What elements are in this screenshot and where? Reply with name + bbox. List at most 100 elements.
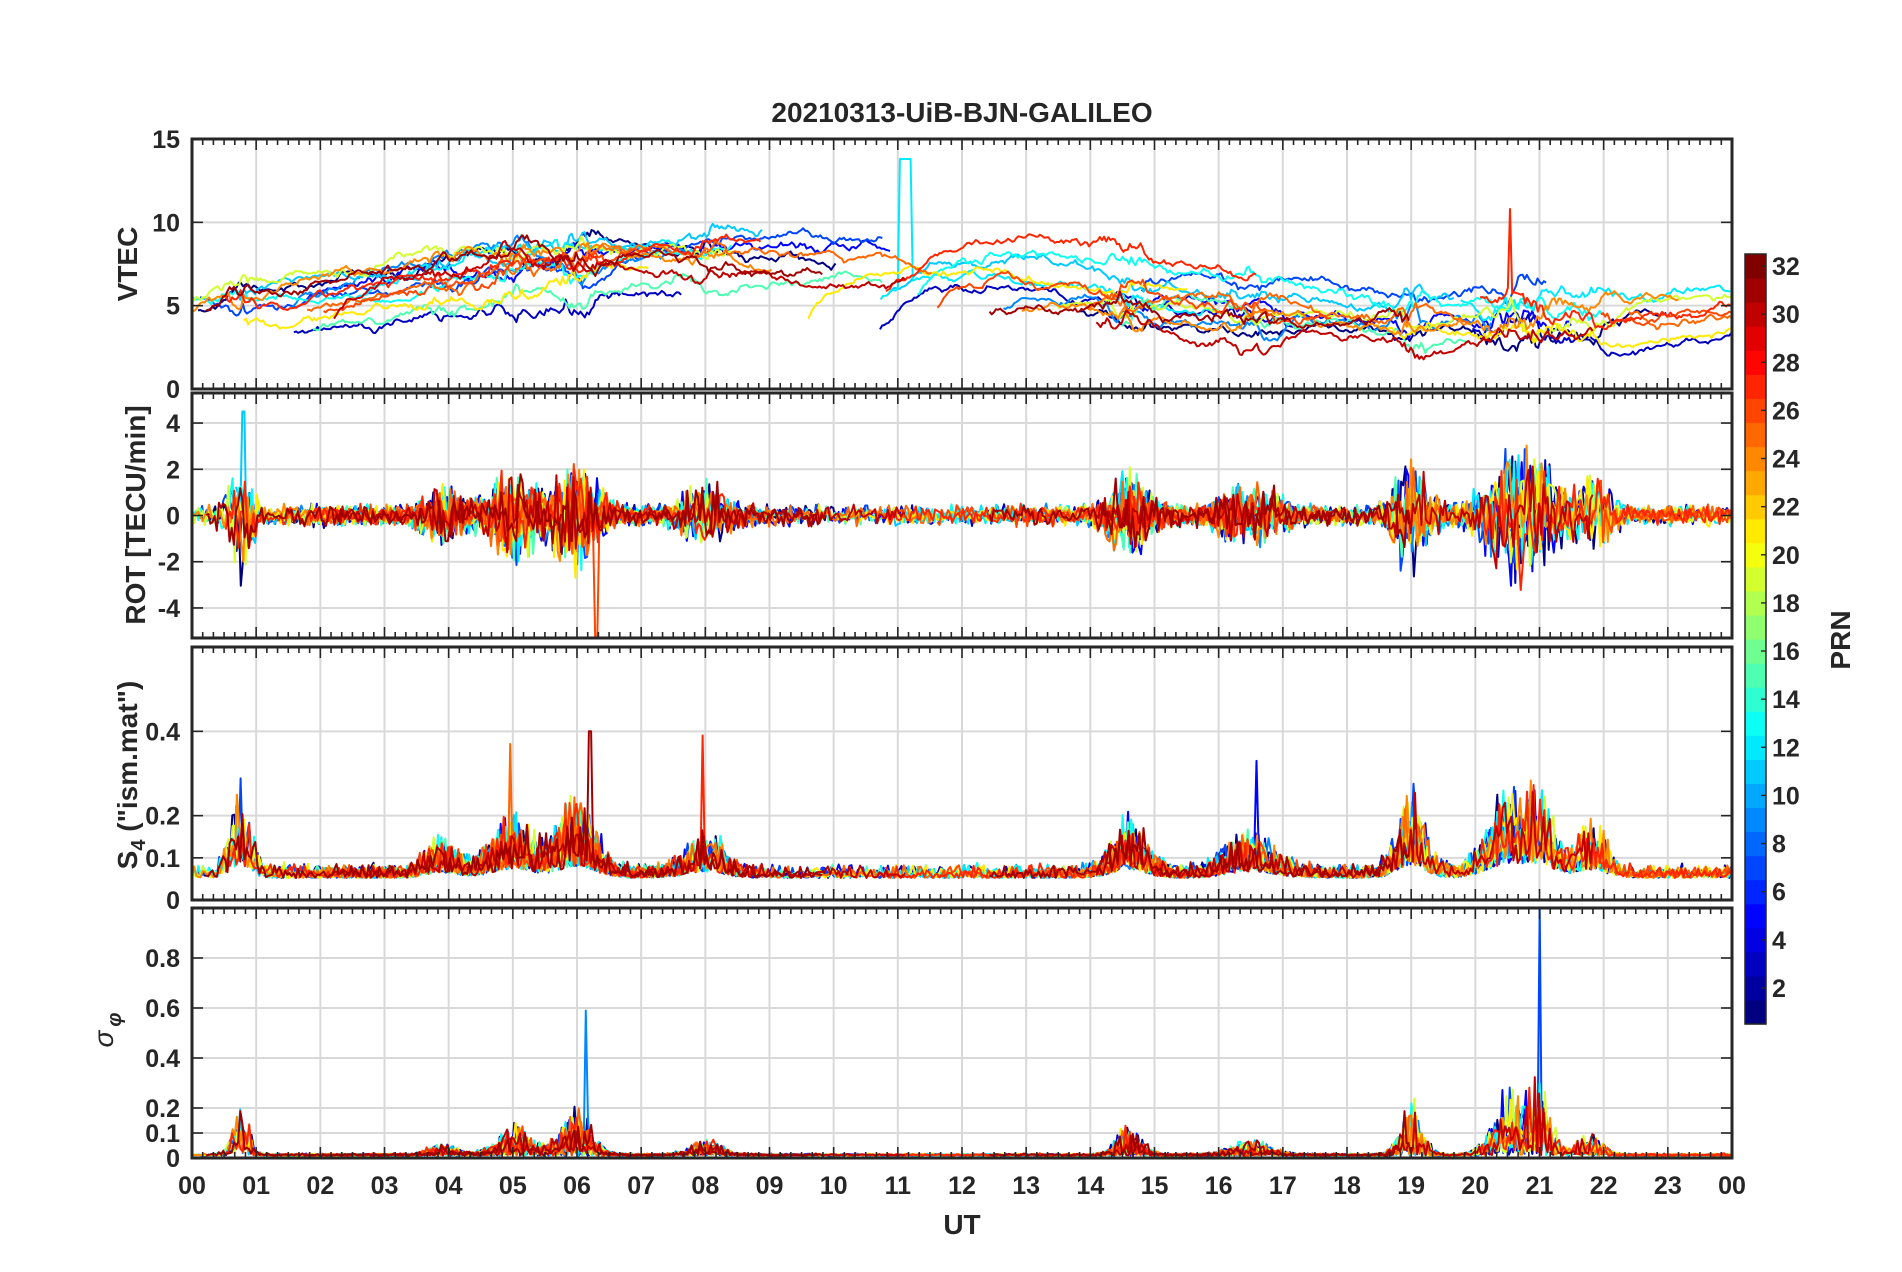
colorbar-segment [1745,302,1766,327]
prn-series-line [1479,208,1731,331]
x-tick-label: 17 [1269,1172,1297,1200]
colorbar-segment [1745,542,1766,568]
x-tick-label: 12 [948,1172,976,1200]
y-tick-label: 0.6 [145,995,180,1023]
x-tick-label: 09 [756,1172,784,1200]
sigphi-ylabel: σφ [88,1013,126,1048]
x-tick-label: 01 [242,1172,270,1200]
s4-ylabel-sub: 4 [128,839,150,851]
prn-series-line [885,233,1257,292]
colorbar-tick-label: 12 [1772,734,1800,762]
prn-series-line [192,1116,732,1157]
x-tick-label: 05 [499,1172,527,1200]
colorbar-segment [1745,831,1766,857]
colorbar-segment [1745,735,1766,760]
prn-series-line [936,270,1332,326]
panel-sigphi: 00.10.2 0.4 0.6 0.8 σφ [88,906,1734,1173]
y-tick-label: 0 [166,1145,180,1173]
colorbar-segment [1745,711,1766,736]
prn-series-line [884,839,1257,879]
x-tick-label: 16 [1205,1172,1233,1200]
rot-ylabel: ROT [TECU/min] [120,405,151,624]
colorbar-tick-label: 2 [1772,975,1786,1003]
sigphi-ylabel-main: σ [88,1029,119,1047]
x-tick-label: 23 [1654,1172,1682,1200]
colorbar-segment [1745,566,1766,592]
colorbar-segment [1745,422,1766,448]
colorbar-segment [1745,398,1766,424]
vtec-ylabel: VTEC [112,227,143,302]
panel-vtec: 0 5 10 15 VTEC [112,126,1734,404]
colorbar-tick-label: 32 [1772,253,1800,281]
x-tick-label: 20 [1461,1172,1489,1200]
prn-series-line [1080,308,1667,352]
y-tick-label: 0.4 [145,1045,180,1073]
x-tick-label: 08 [691,1172,719,1200]
y-tick-label: -2 [158,549,180,577]
colorbar-frame [1744,253,1767,1025]
colorbar-tick-label: 18 [1772,590,1800,618]
prn-series-line [205,473,824,553]
prn-series-line [888,1119,1455,1157]
colorbar-tick-label: 26 [1772,397,1800,425]
prn-series-line [1095,309,1594,361]
x-tick-label: 13 [1012,1172,1040,1200]
colorbar-tick-label: 6 [1772,879,1786,907]
x-tick-label: 07 [627,1172,655,1200]
y-tick-label: 0.2 [145,1095,180,1123]
prn-series-line [307,238,932,312]
prn-series-line [293,289,682,335]
colorbar-segment [1745,687,1766,712]
prn-series-line [988,477,1410,549]
colorbar-segment [1745,855,1766,881]
prn-series-line [1140,271,1547,305]
prn-series-line [192,235,732,303]
prn-series-line [205,1110,823,1157]
prn-series-line [1021,290,1679,337]
y-tick-label: 0 [166,376,180,404]
prn-series-line [807,264,1188,320]
x-axis-label: UT [943,1209,980,1240]
colorbar-segment [1745,326,1766,351]
colorbar-segment [1745,759,1766,784]
colorbar-tick-label: 14 [1772,686,1800,714]
x-tick-label: 14 [1076,1172,1104,1200]
prn-series-line [205,234,823,312]
prn-series-line [1479,470,1732,591]
y-tick-label: 0.2 [145,803,180,831]
colorbar-tick-label: 22 [1772,494,1800,522]
colorbar-tick-label: 4 [1772,927,1786,955]
s4-ylabel: S4 ("ism.mat") [112,681,150,870]
panel-rot: -4 -2 0 2 4 ROT [TECU/min] [120,391,1734,640]
colorbar-tick-label: 28 [1772,349,1800,377]
colorbar-segment [1745,470,1766,496]
y-tick-label: 5 [166,293,180,321]
y-tick-label: 0 [166,887,180,915]
x-tick-label: 15 [1141,1172,1169,1200]
x-tick-label: 00 [178,1172,206,1200]
colorbar-segment [1745,639,1766,664]
y-tick-label: 0.1 [145,845,180,873]
prn-series-line [224,734,762,879]
prn-series-line [224,233,762,311]
y-tick-label: 0.8 [145,945,180,973]
y-tick-label: -4 [158,595,180,623]
prn-series-line [885,1124,1257,1157]
prn-series-line [1141,908,1548,1157]
x-tick-label: 06 [563,1172,591,1200]
prn-series-line [988,290,1410,329]
colorbar-segment [1745,518,1766,544]
s4-ylabel-rest: ("ism.mat") [112,681,143,840]
colorbar-segment [1745,663,1766,688]
prn-series-line [243,260,649,330]
colorbar-tick-label: 16 [1772,638,1800,666]
x-tick-label: 10 [820,1172,848,1200]
colorbar-segment [1745,590,1766,616]
colorbar-tick-label: 10 [1772,782,1800,810]
colorbar-label: PRN [1825,610,1856,669]
prn-series-line [322,463,652,638]
colorbar-segment [1745,975,1766,1001]
colorbar-segment [1745,879,1766,905]
colorbar-tick-label: 20 [1772,542,1800,570]
